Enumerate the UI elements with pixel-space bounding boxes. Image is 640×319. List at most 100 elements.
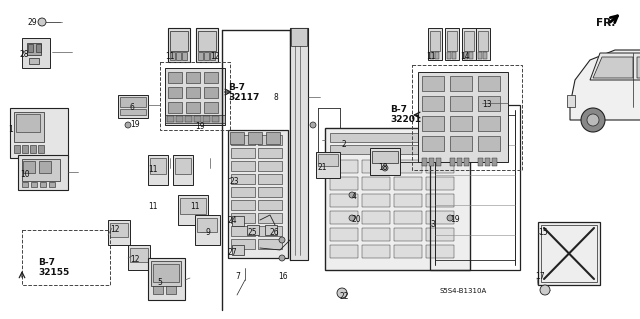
Text: 3: 3 bbox=[430, 220, 435, 229]
Bar bbox=[22, 230, 110, 285]
Bar bbox=[120, 97, 146, 107]
Bar bbox=[258, 239, 282, 249]
Text: 14: 14 bbox=[460, 52, 470, 61]
Bar bbox=[450, 158, 455, 166]
Text: 22: 22 bbox=[340, 292, 349, 301]
Bar bbox=[176, 52, 181, 60]
Polygon shape bbox=[290, 28, 308, 260]
Circle shape bbox=[125, 122, 131, 128]
Polygon shape bbox=[128, 245, 150, 270]
Polygon shape bbox=[148, 155, 168, 185]
Bar bbox=[362, 228, 390, 241]
Polygon shape bbox=[195, 215, 220, 245]
Polygon shape bbox=[428, 28, 442, 60]
Bar bbox=[210, 52, 215, 60]
Bar bbox=[372, 151, 398, 163]
Bar bbox=[120, 109, 146, 115]
Bar bbox=[167, 116, 174, 122]
Bar bbox=[39, 161, 51, 173]
Bar bbox=[394, 160, 422, 173]
Polygon shape bbox=[232, 245, 244, 255]
Polygon shape bbox=[18, 155, 68, 190]
Bar bbox=[231, 174, 255, 184]
Bar bbox=[16, 114, 40, 132]
Bar bbox=[197, 218, 217, 232]
Bar bbox=[478, 76, 500, 91]
Bar bbox=[426, 228, 454, 241]
Polygon shape bbox=[593, 57, 633, 78]
Bar bbox=[362, 177, 390, 190]
Bar bbox=[23, 161, 35, 173]
Bar bbox=[153, 264, 179, 282]
Bar bbox=[422, 76, 444, 91]
Bar bbox=[426, 177, 454, 190]
Bar bbox=[38, 145, 44, 153]
Bar bbox=[165, 115, 225, 123]
Text: 19: 19 bbox=[450, 215, 460, 224]
Bar bbox=[31, 182, 37, 187]
Text: B-7
32155: B-7 32155 bbox=[38, 258, 69, 278]
Bar bbox=[567, 95, 575, 107]
Bar bbox=[231, 187, 255, 197]
Polygon shape bbox=[637, 57, 640, 78]
Text: 20: 20 bbox=[352, 215, 362, 224]
Text: 27: 27 bbox=[228, 248, 237, 257]
Polygon shape bbox=[538, 222, 600, 285]
Bar bbox=[394, 211, 422, 224]
Circle shape bbox=[349, 215, 355, 221]
Text: 19: 19 bbox=[195, 122, 205, 131]
Bar bbox=[22, 159, 60, 181]
Polygon shape bbox=[570, 50, 640, 120]
Polygon shape bbox=[108, 220, 130, 245]
Text: 13: 13 bbox=[482, 100, 492, 109]
Bar bbox=[426, 245, 454, 258]
Text: 2: 2 bbox=[342, 140, 347, 149]
Bar bbox=[483, 52, 487, 59]
Polygon shape bbox=[316, 152, 340, 178]
Polygon shape bbox=[173, 155, 193, 185]
Bar bbox=[447, 52, 451, 59]
Bar bbox=[394, 177, 422, 190]
Text: 5: 5 bbox=[157, 278, 162, 287]
Bar bbox=[430, 31, 440, 51]
Bar bbox=[258, 200, 282, 210]
Polygon shape bbox=[118, 95, 148, 118]
Bar bbox=[231, 135, 255, 145]
Text: 11: 11 bbox=[148, 165, 157, 174]
Text: 17: 17 bbox=[535, 272, 545, 281]
Bar bbox=[258, 213, 282, 223]
Bar bbox=[464, 158, 469, 166]
Bar bbox=[194, 116, 201, 122]
Bar bbox=[330, 160, 358, 173]
Bar bbox=[266, 132, 280, 144]
Bar bbox=[258, 148, 282, 158]
Text: 24: 24 bbox=[228, 216, 237, 225]
Bar bbox=[166, 286, 176, 294]
Polygon shape bbox=[228, 130, 288, 258]
Text: 9: 9 bbox=[205, 228, 210, 237]
Bar bbox=[180, 198, 206, 214]
Circle shape bbox=[349, 192, 355, 198]
Polygon shape bbox=[418, 72, 508, 162]
Bar bbox=[231, 213, 255, 223]
Text: 12: 12 bbox=[130, 255, 140, 264]
Bar bbox=[160, 62, 230, 130]
Bar bbox=[478, 52, 482, 59]
Bar bbox=[203, 116, 210, 122]
Bar bbox=[168, 87, 182, 98]
Polygon shape bbox=[370, 148, 400, 175]
Bar bbox=[362, 245, 390, 258]
Bar bbox=[478, 31, 488, 51]
Bar bbox=[212, 116, 219, 122]
Bar bbox=[185, 116, 192, 122]
Bar bbox=[362, 211, 390, 224]
Bar bbox=[450, 116, 472, 131]
Bar bbox=[231, 226, 255, 236]
Bar bbox=[452, 52, 456, 59]
Bar bbox=[492, 158, 497, 166]
Circle shape bbox=[337, 288, 347, 298]
Text: 23: 23 bbox=[230, 177, 239, 186]
Bar bbox=[330, 228, 358, 241]
Text: FR.: FR. bbox=[596, 18, 616, 28]
Bar bbox=[469, 52, 473, 59]
